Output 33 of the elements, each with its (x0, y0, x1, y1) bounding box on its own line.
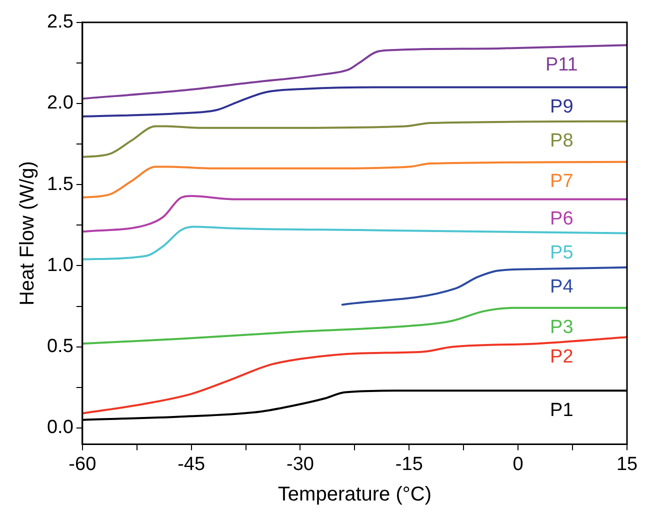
y-tick-label: 1.5 (46, 174, 74, 195)
series-label: P6 (550, 208, 574, 230)
y-tick-label: 2.5 (46, 12, 74, 33)
series-label: P11 (545, 54, 578, 76)
series-label: P5 (550, 242, 574, 264)
x-tick-label: -45 (178, 454, 206, 475)
line-series (82, 120, 627, 158)
y-axis-title: Heat Flow (W/g) (16, 161, 39, 306)
line-series (82, 44, 627, 100)
y-tick-label: 0.5 (46, 336, 74, 358)
x-axis-title: Temperature (°C) (278, 484, 432, 506)
x-tick-label: -15 (395, 454, 423, 475)
series-label: P9 (550, 96, 574, 118)
series-label: P8 (550, 130, 574, 152)
series-label: P2 (550, 346, 574, 368)
line-series (82, 226, 627, 260)
x-tick-label: 0 (512, 454, 524, 475)
series-label: P1 (550, 400, 574, 421)
x-tick-label: -30 (286, 454, 314, 475)
series-label: P7 (550, 171, 574, 192)
y-tick-label: 0.0 (46, 417, 74, 438)
line-series (82, 86, 627, 118)
line-series (341, 266, 627, 306)
line-series (82, 160, 627, 199)
line-series (82, 194, 627, 233)
x-tick-label: 15 (616, 454, 638, 475)
line-series (82, 306, 627, 345)
line-series (82, 336, 627, 414)
y-tick-label: 2.0 (46, 92, 74, 114)
series-label: P4 (550, 276, 574, 298)
y-tick-label: 1.0 (46, 254, 74, 276)
x-tick-label: -60 (68, 454, 96, 475)
series-label: P3 (550, 317, 574, 338)
